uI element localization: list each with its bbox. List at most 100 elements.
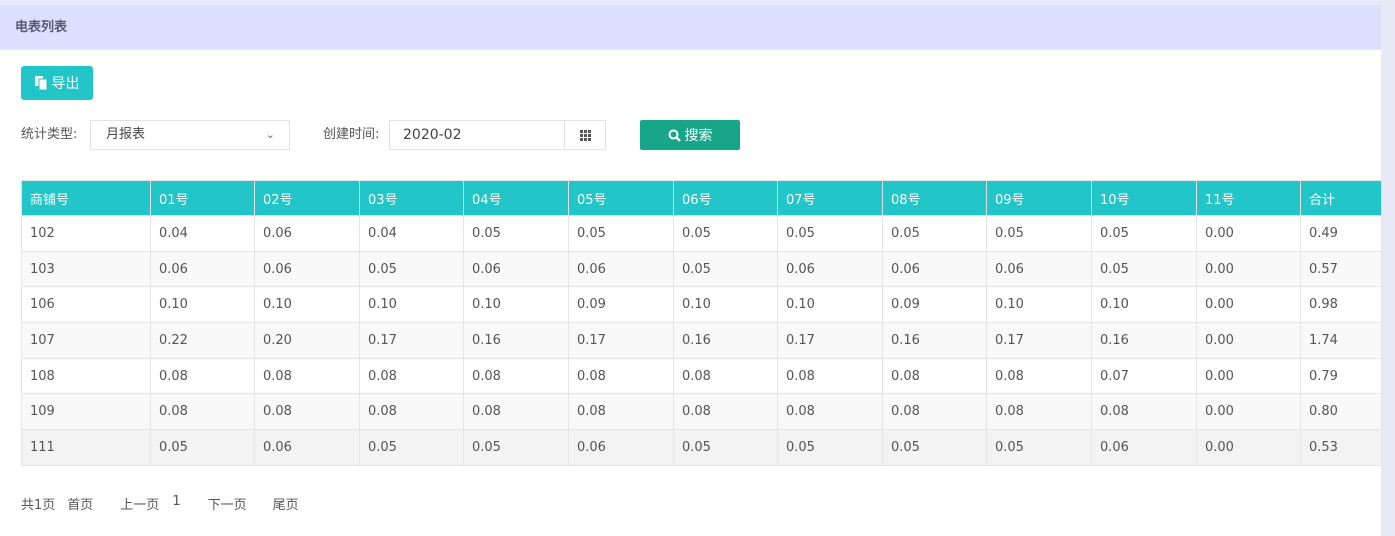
value-cell: 0.00 xyxy=(1196,357,1301,395)
value-cell: 0.05 xyxy=(463,429,569,466)
value-cell: 0.10 xyxy=(1091,286,1197,324)
value-cell: 0.00 xyxy=(1196,286,1301,324)
value-cell: 0.08 xyxy=(254,393,360,431)
chevron-down-icon: ⌄ xyxy=(265,128,275,141)
value-cell: 0.08 xyxy=(254,357,360,395)
value-cell: 0.08 xyxy=(777,393,883,431)
value-cell: 0.05 xyxy=(1091,215,1197,252)
table-row: 102 0.04 0.06 0.04 0.05 0.05 0.05 0.05 0.05 0.05 0… xyxy=(21,215,1382,252)
value-cell: 0.20 xyxy=(254,322,360,359)
column-header: 09号 xyxy=(986,180,1092,216)
value-cell: 0.08 xyxy=(568,357,674,395)
shop-number-cell: 103 xyxy=(21,250,151,288)
value-cell: 0.00 xyxy=(1196,429,1301,466)
value-cell: 0.06 xyxy=(777,250,883,288)
value-cell: 0.08 xyxy=(568,393,674,431)
value-cell: 0.06 xyxy=(463,250,569,288)
column-header: 04号 xyxy=(463,180,569,216)
value-cell: 0.07 xyxy=(1091,357,1197,395)
prev-page-link[interactable]: 上一页 xyxy=(120,498,160,513)
value-cell: 0.79 xyxy=(1300,357,1382,395)
value-cell: 0.08 xyxy=(1091,393,1197,431)
value-cell: 0.06 xyxy=(882,250,987,288)
value-cell: 0.00 xyxy=(1196,250,1301,288)
value-cell: 0.53 xyxy=(1300,429,1382,466)
export-button[interactable]: 导出 xyxy=(21,66,93,100)
current-page[interactable]: 1 xyxy=(172,494,181,509)
value-cell: 0.10 xyxy=(150,286,255,324)
table-row: 103 0.06 0.06 0.05 0.06 0.06 0.05 0.06 0.06 0.06 0… xyxy=(21,250,1382,288)
value-cell: 0.05 xyxy=(568,215,674,252)
create-time-input[interactable]: 2020-02 xyxy=(389,120,606,150)
value-cell: 0.49 xyxy=(1300,215,1382,252)
value-cell: 0.17 xyxy=(777,322,883,359)
pagination: 共1页 首页 上一页 1 下一页 尾页 xyxy=(21,494,312,513)
search-icon xyxy=(668,129,681,142)
value-cell: 0.57 xyxy=(1300,250,1382,288)
value-cell: 0.00 xyxy=(1196,322,1301,359)
value-cell: 0.08 xyxy=(359,393,464,431)
shop-number-cell: 108 xyxy=(21,357,151,395)
value-cell: 0.05 xyxy=(777,215,883,252)
create-time-label: 创建时间: xyxy=(323,127,380,142)
value-cell: 0.08 xyxy=(463,393,569,431)
column-header: 08号 xyxy=(882,180,987,216)
table-row: 107 0.22 0.20 0.17 0.16 0.17 0.16 0.17 0.16 0.17 0… xyxy=(21,322,1382,359)
value-cell: 0.05 xyxy=(882,215,987,252)
search-button[interactable]: 搜索 xyxy=(640,120,740,150)
export-label: 导出 xyxy=(51,76,80,92)
shop-number-cell: 106 xyxy=(21,286,151,324)
value-cell: 0.05 xyxy=(673,215,778,252)
value-cell: 0.04 xyxy=(150,215,255,252)
value-cell: 0.05 xyxy=(673,429,778,466)
value-cell: 0.16 xyxy=(463,322,569,359)
value-cell: 0.80 xyxy=(1300,393,1382,431)
value-cell: 0.08 xyxy=(359,357,464,395)
shop-number-cell: 111 xyxy=(21,429,151,466)
value-cell: 0.05 xyxy=(359,429,464,466)
first-page-link[interactable]: 首页 xyxy=(67,498,94,513)
column-header: 11号 xyxy=(1196,180,1301,216)
column-header: 10号 xyxy=(1091,180,1197,216)
value-cell: 0.08 xyxy=(986,357,1092,395)
value-cell: 0.06 xyxy=(568,250,674,288)
stat-type-select[interactable]: 月报表 ⌄ xyxy=(90,120,290,150)
calendar-icon[interactable] xyxy=(564,121,605,149)
shop-number-cell: 102 xyxy=(21,215,151,252)
last-page-link[interactable]: 尾页 xyxy=(272,498,299,513)
value-cell: 0.17 xyxy=(568,322,674,359)
value-cell: 0.06 xyxy=(254,429,360,466)
value-cell: 0.00 xyxy=(1196,215,1301,252)
value-cell: 0.06 xyxy=(150,250,255,288)
value-cell: 0.10 xyxy=(359,286,464,324)
column-header: 合计 xyxy=(1300,180,1382,216)
value-cell: 0.05 xyxy=(359,250,464,288)
table-header-row: 商铺号 01号 02号 03号 04号 05号 06号 07号 08号 09号 10号 11号 合计 xyxy=(21,180,1382,216)
column-header: 07号 xyxy=(777,180,883,216)
value-cell: 0.08 xyxy=(882,393,987,431)
value-cell: 0.16 xyxy=(1091,322,1197,359)
value-cell: 0.08 xyxy=(882,357,987,395)
create-time-value: 2020-02 xyxy=(403,127,462,143)
next-page-link[interactable]: 下一页 xyxy=(207,498,247,513)
column-header: 05号 xyxy=(568,180,674,216)
value-cell: 0.10 xyxy=(254,286,360,324)
value-cell: 0.08 xyxy=(673,357,778,395)
column-header: 商铺号 xyxy=(21,180,151,216)
value-cell: 0.05 xyxy=(777,429,883,466)
value-cell: 0.09 xyxy=(568,286,674,324)
value-cell: 0.10 xyxy=(673,286,778,324)
value-cell: 0.05 xyxy=(986,429,1092,466)
column-header: 03号 xyxy=(359,180,464,216)
table-row: 108 0.08 0.08 0.08 0.08 0.08 0.08 0.08 0.08 0.08 0… xyxy=(21,357,1382,395)
copy-icon xyxy=(34,76,47,90)
value-cell: 0.08 xyxy=(986,393,1092,431)
page-total: 共1页 xyxy=(21,498,56,513)
shop-number-cell: 109 xyxy=(21,393,151,431)
value-cell: 0.08 xyxy=(150,357,255,395)
stat-type-label: 统计类型: xyxy=(21,127,78,142)
value-cell: 0.05 xyxy=(882,429,987,466)
meter-table: 商铺号 01号 02号 03号 04号 05号 06号 07号 08号 09号 10号 11号 合计 1… xyxy=(21,180,1382,466)
value-cell: 0.06 xyxy=(254,250,360,288)
value-cell: 0.00 xyxy=(1196,393,1301,431)
